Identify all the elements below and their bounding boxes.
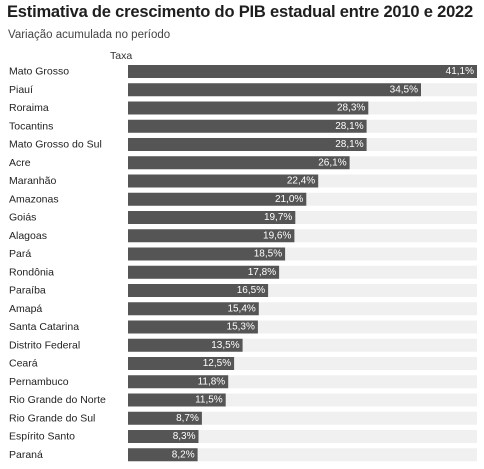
category-label: Rondônia — [9, 266, 54, 278]
category-label: Rio Grande do Sul — [9, 412, 95, 424]
value-label: 34,5% — [390, 84, 418, 95]
bar-track — [128, 448, 477, 462]
category-label: Pernambuco — [9, 376, 69, 388]
chart-title: Estimativa de crescimento do PIB estadua… — [7, 3, 474, 21]
chart-subtitle: Variação acumulada no período — [8, 29, 171, 41]
bar-track — [128, 430, 477, 443]
value-label: 19,6% — [263, 230, 291, 241]
bar — [128, 320, 258, 334]
bar — [128, 284, 269, 297]
value-label: 26,1% — [318, 157, 346, 168]
bar — [128, 174, 319, 188]
value-label: 19,7% — [264, 212, 292, 223]
value-label: 41,1% — [446, 66, 474, 77]
category-label: Ceará — [9, 358, 38, 370]
bar — [128, 211, 296, 224]
bar — [128, 375, 229, 389]
category-label: Rio Grande do Norte — [9, 394, 106, 406]
value-label: 21,0% — [275, 194, 303, 205]
column-header: Taxa — [110, 50, 133, 62]
category-label: Paraíba — [9, 285, 46, 297]
value-label: 22,4% — [287, 176, 315, 187]
bar — [128, 138, 367, 151]
value-label: 28,1% — [335, 139, 363, 150]
bar — [128, 101, 369, 115]
value-label: 16,5% — [237, 285, 265, 296]
value-label: 11,8% — [198, 376, 226, 387]
value-label: 8,2% — [172, 449, 195, 460]
bar — [128, 357, 235, 370]
category-label: Maranhão — [9, 175, 56, 187]
value-label: 8,7% — [176, 413, 199, 424]
bar — [128, 411, 202, 425]
category-label: Piauí — [9, 84, 33, 96]
bar — [128, 83, 421, 97]
value-label: 28,3% — [337, 103, 365, 114]
value-label: 28,1% — [335, 121, 363, 132]
bar — [128, 192, 307, 206]
category-label: Santa Catarina — [9, 321, 79, 333]
category-label: Amapá — [9, 303, 42, 315]
bar — [128, 302, 259, 316]
category-label: Paraná — [9, 449, 43, 461]
category-label: Alagoas — [9, 230, 47, 242]
bar — [128, 247, 286, 261]
value-label: 11,5% — [195, 395, 223, 406]
bar — [128, 265, 280, 279]
category-label: Tocantins — [9, 120, 53, 132]
value-label: 13,5% — [211, 340, 239, 351]
bar-track — [128, 411, 477, 425]
value-label: 15,4% — [227, 303, 255, 314]
category-label: Mato Grosso — [9, 66, 69, 78]
value-label: 12,5% — [203, 358, 231, 369]
category-label: Acre — [9, 157, 31, 169]
category-label: Goiás — [9, 212, 36, 224]
bar — [128, 119, 367, 133]
bar — [128, 448, 198, 462]
value-label: 17,8% — [248, 267, 276, 278]
value-label: 18,5% — [254, 249, 282, 260]
bar — [128, 430, 199, 443]
category-label: Pará — [9, 248, 31, 260]
value-label: 15,3% — [227, 322, 255, 333]
category-label: Espírito Santo — [9, 431, 75, 443]
category-label: Amazonas — [9, 193, 59, 205]
value-label: 8,3% — [173, 431, 196, 442]
category-label: Roraima — [9, 102, 49, 114]
bar — [128, 229, 295, 243]
bar — [128, 65, 477, 78]
category-label: Mato Grosso do Sul — [9, 139, 102, 151]
bar — [128, 393, 226, 407]
bar — [128, 338, 243, 352]
bar — [128, 156, 350, 170]
category-label: Distrito Federal — [9, 339, 80, 351]
